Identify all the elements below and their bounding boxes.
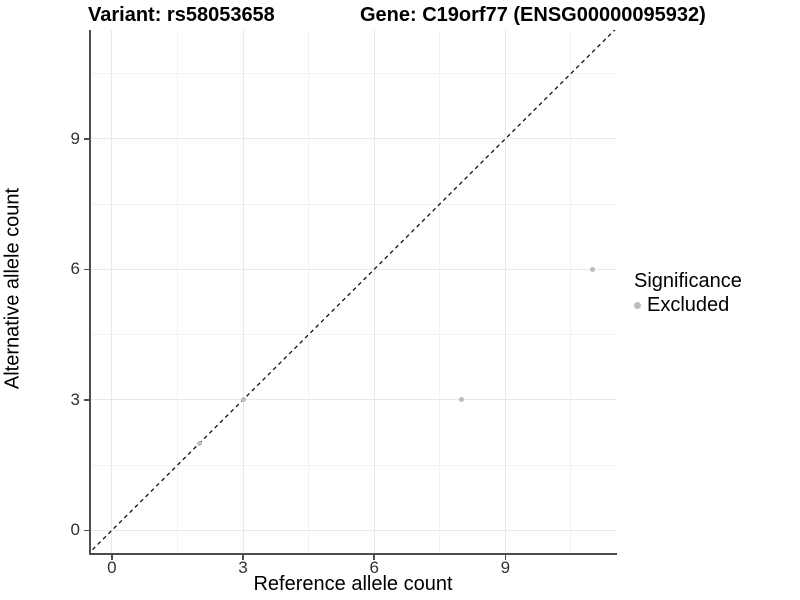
legend-title: Significance xyxy=(634,270,742,292)
y-tick-label: 6 xyxy=(70,259,80,279)
y-gridline-minor xyxy=(90,464,616,466)
y-tick-label: 3 xyxy=(70,389,80,409)
y-gridline-minor xyxy=(90,203,616,205)
x-gridline-major xyxy=(504,30,506,553)
y-tick-mark xyxy=(84,138,89,140)
x-gridline-major xyxy=(373,30,375,553)
y-gridline-minor xyxy=(90,334,616,336)
plot-title-gene: Gene: C19orf77 (ENSG00000095932) xyxy=(360,4,706,26)
x-tick-mark xyxy=(504,555,507,560)
x-tick-mark xyxy=(242,555,244,560)
x-gridline-major xyxy=(242,30,244,553)
y-gridline-minor xyxy=(90,73,616,74)
x-tick-mark xyxy=(373,555,375,560)
identity-line xyxy=(90,30,616,553)
data-point xyxy=(459,397,465,403)
x-tick-label: 6 xyxy=(369,558,379,577)
y-tick-label: 0 xyxy=(70,520,80,540)
y-gridline-major xyxy=(90,268,616,270)
data-point xyxy=(590,266,596,272)
y-gridline-major xyxy=(90,138,616,140)
x-axis-line xyxy=(89,553,617,555)
y-gridline-major xyxy=(90,399,616,401)
legend-key-dot xyxy=(634,302,641,309)
y-tick-mark xyxy=(84,268,89,271)
legend-entry-excluded: Excluded xyxy=(634,294,742,317)
x-gridline-minor xyxy=(176,30,178,553)
y-tick-label: 9 xyxy=(70,128,80,148)
legend: Significance Excluded xyxy=(634,270,742,317)
legend-entry-label: Excluded xyxy=(647,294,730,316)
x-tick-label: 3 xyxy=(238,558,248,577)
y-tick-mark xyxy=(84,529,89,532)
x-gridline-minor xyxy=(570,30,572,553)
x-gridline-minor xyxy=(439,30,441,553)
data-point xyxy=(196,440,202,446)
x-tick-label: 9 xyxy=(500,558,511,577)
y-axis-line xyxy=(89,30,91,555)
x-gridline-minor xyxy=(308,30,310,553)
data-point xyxy=(240,397,246,403)
x-tick-label: 0 xyxy=(107,558,117,577)
plot-panel xyxy=(90,30,616,553)
y-tick-mark xyxy=(84,399,89,401)
plot-title-variant: Variant: rs58053658 xyxy=(88,4,275,26)
x-axis-title: Reference allele count xyxy=(253,573,453,595)
x-gridline-major xyxy=(111,30,113,553)
y-gridline-major xyxy=(90,529,616,531)
y-axis-title: Alternative allele count xyxy=(1,187,24,390)
x-tick-mark xyxy=(111,555,113,560)
